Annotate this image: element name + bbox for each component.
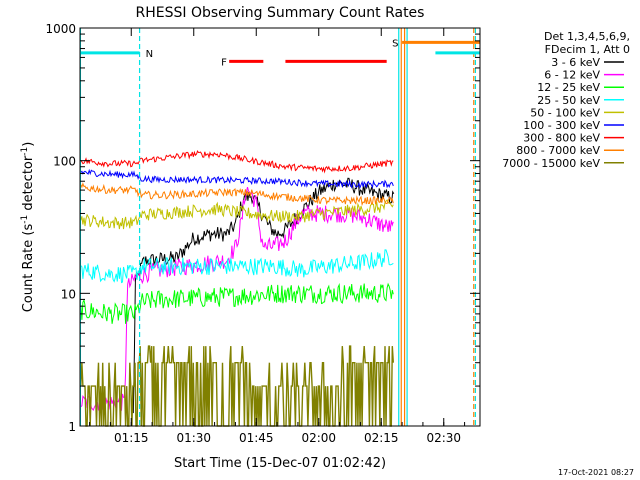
series-line-2 xyxy=(80,282,394,324)
legend-entry-5: 100 - 300 keV xyxy=(523,119,600,132)
x-tick-label-3: 02:00 xyxy=(301,431,336,445)
series-line-1 xyxy=(80,186,394,413)
timestamp: 17-Oct-2021 08:27 xyxy=(558,468,634,477)
legend-entry-7: 800 - 7000 keV xyxy=(516,144,600,157)
legend-entry-6: 300 - 800 keV xyxy=(523,132,600,145)
y-tick-label-0: 1 xyxy=(68,420,76,434)
legend-entry-8: 7000 - 15000 keV xyxy=(502,157,600,170)
series-line-8 xyxy=(80,345,394,427)
x-tick-label-2: 01:45 xyxy=(239,431,274,445)
plot-area: N S F xyxy=(79,28,480,427)
x-tick-label-0: 01:15 xyxy=(114,431,149,445)
series-line-6 xyxy=(80,150,394,174)
series-line-4 xyxy=(80,199,394,230)
chart-title: RHESSI Observing Summary Count Rates xyxy=(136,5,425,21)
y-tick-label-1: 10 xyxy=(61,287,76,301)
x-tick-label-4: 02:15 xyxy=(364,431,399,445)
y-label-main: Count Rate (s xyxy=(21,224,36,313)
legend-entry-0: 3 - 6 keV xyxy=(551,56,600,69)
series-line-5 xyxy=(80,168,394,190)
y-label-sup1: -1 xyxy=(20,215,30,224)
legend-entry-1: 6 - 12 keV xyxy=(544,69,600,82)
flag-label-1: S xyxy=(392,38,398,49)
legend-title-0: Det 1,3,4,5,6,9, xyxy=(544,30,630,43)
legend-entry-2: 12 - 25 keV xyxy=(537,81,600,94)
y-label-sup2: -1 xyxy=(20,147,30,156)
legend-entry-4: 50 - 100 keV xyxy=(530,106,600,119)
x-tick-label-1: 01:30 xyxy=(176,431,211,445)
flag-label-2: F xyxy=(221,57,227,68)
series-line-7 xyxy=(80,182,394,207)
x-axis-label: Start Time (15-Dec-07 01:02:42) xyxy=(174,456,386,471)
x-tick-label-5: 02:30 xyxy=(426,431,461,445)
axes: 01:15 01:30 01:45 02:00 02:15 02:30 1 10 100 1000 xyxy=(45,22,480,445)
y-label-mid: detector xyxy=(21,155,36,215)
plot-frame xyxy=(79,27,481,427)
legend: Det 1,3,4,5,6,9,FDecim 1, Att 03 - 6 keV… xyxy=(502,30,630,170)
y-tick-label-2: 100 xyxy=(53,155,76,169)
y-label-end: ) xyxy=(21,142,36,147)
flag-label-0: N xyxy=(146,49,153,60)
legend-title-1: FDecim 1, Att 0 xyxy=(545,43,630,56)
series-line-3 xyxy=(80,249,394,284)
y-tick-label-3: 1000 xyxy=(45,22,76,36)
y-axis-label: Count Rate (s-1 detector-1) xyxy=(20,142,36,313)
legend-entry-3: 25 - 50 keV xyxy=(537,94,600,107)
